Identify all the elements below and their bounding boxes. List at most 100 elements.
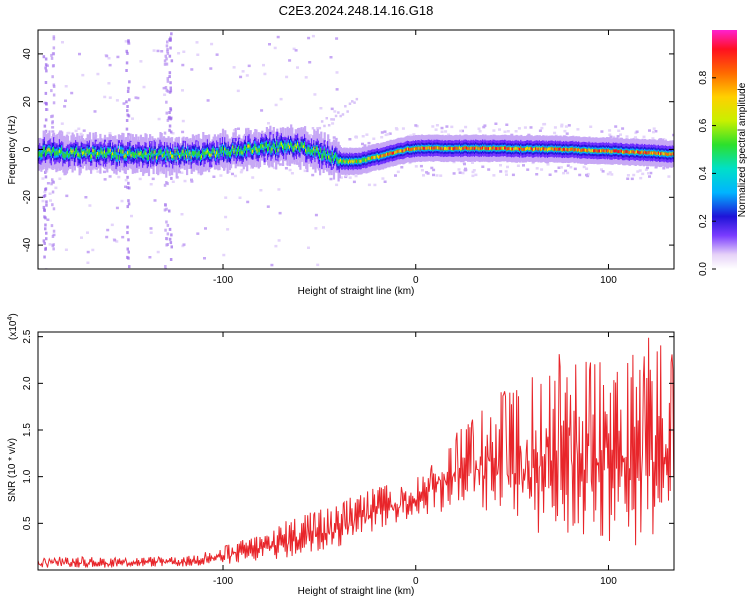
- spectrogram-streak-cell: [168, 75, 171, 79]
- spectrogram-x-axis-label: Height of straight line (km): [298, 286, 415, 297]
- spectrogram-noise-cell: [41, 177, 45, 180]
- spectrogram-noise-cell: [181, 63, 185, 67]
- spectrogram-streak-cell: [163, 131, 167, 135]
- spectrogram-noise-cell: [190, 68, 194, 71]
- spectrogram-noise-cell: [197, 172, 201, 175]
- spectrogram-noise-cell: [160, 50, 164, 53]
- spectrogram-streak-cell: [52, 83, 56, 87]
- colorbar: 0.0 0.2 0.4 0.6 0.8 Normalized spectral ampl…: [698, 30, 748, 276]
- spectrogram-streak-cell: [164, 265, 167, 268]
- spectrogram-noise-cell: [498, 128, 501, 131]
- spectrogram-streak-cell: [44, 223, 47, 227]
- spectrogram-noise-cell: [51, 126, 55, 129]
- spectrogram-ridge-core: [440, 147, 443, 151]
- spectrogram-streak-cell: [168, 209, 171, 213]
- spectrogram-noise-cell: [352, 180, 356, 184]
- spectrogram-ridge-cell: [236, 148, 240, 154]
- spectrogram-ridge-cell: [319, 153, 322, 159]
- spectrogram-noise-cell: [380, 131, 384, 134]
- spectrogram-noise-cell: [464, 168, 468, 172]
- spectrogram-streak-cell: [166, 51, 170, 55]
- spectrogram-ridge-core: [450, 147, 453, 151]
- spectrogram-streak-cell: [127, 202, 131, 206]
- spectrogram-ridge-core: [416, 147, 419, 151]
- spectrogram-noise-cell: [64, 248, 68, 251]
- spectrogram-noise-cell: [609, 135, 613, 139]
- spectrogram-noise-cell: [103, 178, 107, 181]
- spectrogram-ridge-core: [421, 146, 425, 150]
- spectrogram-streak-cell: [52, 247, 55, 251]
- spectrogram-ridge-cell: [202, 149, 205, 155]
- spectrogram-ridge-cell: [132, 152, 135, 158]
- snr-scale-exponent: 4: [7, 317, 14, 321]
- spectrogram-streak-cell: [168, 124, 172, 128]
- spectrogram-noise-cell: [236, 89, 240, 93]
- spectrogram-noise-cell: [131, 117, 134, 120]
- spectrogram-ridge-core: [626, 150, 629, 154]
- spectrogram-noise-cell: [116, 55, 120, 59]
- spectrogram-noise-cell: [586, 172, 590, 176]
- spectrogram-streak-cell: [127, 114, 131, 118]
- spectrogram-noise-cell: [566, 171, 570, 175]
- snr-y-ticks: 0.5 1.0 1.5 2.0 2.5: [22, 329, 674, 530]
- spectrogram-noise-cell: [614, 125, 618, 128]
- spectrogram-streak-cell: [126, 231, 129, 235]
- spectrogram-trail-cell: [344, 105, 347, 108]
- spectrogram-streak-cell: [166, 79, 170, 83]
- spectrogram-ridge-core: [530, 147, 533, 150]
- spectrogram-noise-cell: [296, 66, 299, 69]
- spectrogram-noise-cell: [646, 166, 649, 170]
- spectrogram-noise-cell: [278, 211, 282, 215]
- spectrogram-noise-cell: [664, 138, 667, 142]
- spectrogram-ridge-core: [628, 151, 632, 155]
- spectrogram-ridge-cell: [183, 153, 186, 160]
- spectrogram-noise-cell: [584, 162, 588, 165]
- spectrogram-ridge-core: [591, 149, 595, 152]
- spectrogram-ridge-cell: [113, 153, 116, 158]
- spectrogram-noise-cell: [506, 130, 510, 133]
- snr-scale-prefix: (x10: [8, 320, 19, 340]
- spectrogram-noise-cell: [481, 165, 485, 168]
- spectrogram-ridge-cell: [337, 159, 340, 164]
- spectrogram-ridge-core: [92, 149, 95, 152]
- spectrogram-ridge-core: [593, 149, 596, 153]
- spectrogram-noise-cell: [175, 176, 179, 179]
- spectrogram-ridge-core: [639, 151, 642, 155]
- spectrogram-ridge-core: [645, 151, 648, 155]
- spectrogram-ridge-cell: [75, 148, 78, 154]
- spectrogram-noise-cell: [48, 243, 52, 246]
- spectrogram-ridge-core: [611, 150, 614, 154]
- spectrogram-noise-cell: [245, 74, 249, 77]
- spectrogram-ridge-core: [393, 151, 396, 155]
- spectrogram-ridge-core: [541, 147, 544, 151]
- spectrogram-noise-cell: [339, 176, 343, 179]
- spectrogram-noise-cell: [652, 127, 656, 130]
- spectrogram-ridge-cell: [128, 151, 131, 156]
- spectrogram-noise-cell: [54, 186, 58, 190]
- spectrogram-noise-cell: [181, 244, 185, 248]
- spectrogram-noise-cell: [122, 102, 126, 105]
- spectrogram-streak-cell: [163, 62, 167, 66]
- spectrogram-streak-cell: [169, 46, 172, 50]
- spectrogram-ridge-cell: [56, 150, 59, 155]
- spectrogram-ridge-cell: [135, 151, 138, 156]
- colorbar-gradient: [712, 30, 737, 269]
- spectrogram-noise-cell: [139, 60, 143, 63]
- spectrogram-streak-cell: [51, 75, 54, 79]
- spectrogram-noise-cell: [452, 172, 456, 175]
- spectrogram-ridge-core: [405, 147, 408, 151]
- spectrogram-noise-cell: [538, 129, 542, 132]
- spectrogram-ridge-core: [617, 150, 620, 153]
- spectrogram-noise-cell: [285, 75, 289, 79]
- spectrogram-ridge-core: [663, 152, 666, 156]
- spectrogram-streak-cell: [166, 232, 170, 236]
- spectrogram-noise-cell: [625, 135, 629, 138]
- spectrogram-noise-cell: [322, 226, 325, 229]
- spectrogram-noise-cell: [231, 172, 234, 176]
- spectrogram-ridge-core: [206, 149, 209, 153]
- spectrogram-noise-cell: [157, 117, 161, 121]
- spectrogram-ridge-core: [461, 147, 464, 150]
- spectrogram-ridge-core: [606, 149, 610, 153]
- spectrogram-noise-cell: [273, 46, 277, 50]
